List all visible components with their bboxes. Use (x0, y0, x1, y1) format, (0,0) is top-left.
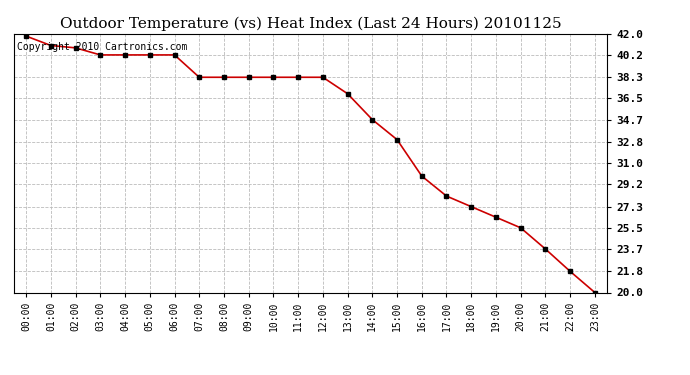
Text: Copyright 2010 Cartronics.com: Copyright 2010 Cartronics.com (17, 42, 187, 51)
Title: Outdoor Temperature (vs) Heat Index (Last 24 Hours) 20101125: Outdoor Temperature (vs) Heat Index (Las… (60, 17, 561, 31)
